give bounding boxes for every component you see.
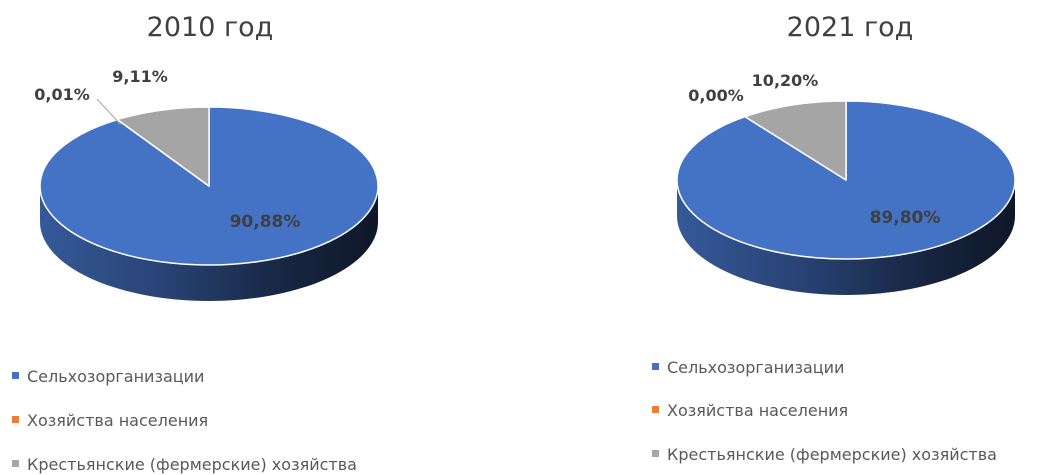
legend-item-farms: Крестьянские (фермерские) хозяйства — [652, 445, 997, 465]
legend-label: Хозяйства населения — [27, 411, 209, 430]
legend-swatch — [12, 372, 19, 379]
legend-swatch — [12, 460, 19, 467]
legend-item-agro-organizations: Сельхозорганизации — [12, 367, 204, 387]
leader-line — [96, 98, 121, 125]
legend-swatch — [652, 363, 659, 370]
pie-side-wall — [40, 186, 378, 301]
chart-title-2010: 2010 год — [146, 12, 274, 43]
legend-swatch — [652, 450, 659, 457]
legend-label: Крестьянские (фермерские) хозяйства — [27, 455, 357, 474]
data-label-хозяйства-населения: 0,01% — [34, 85, 90, 104]
pie-side-wall — [677, 180, 1015, 295]
data-label-крестьянские-фермерские-хозяйства: 10,20% — [752, 71, 819, 90]
legend-item-households: Хозяйства населения — [12, 411, 208, 431]
pie-slice-крестьянские-фермерские-хозяйства — [116, 106, 210, 187]
legend-label: Хозяйства населения — [667, 401, 849, 420]
legend-label: Крестьянские (фермерские) хозяйства — [667, 445, 997, 464]
data-label-хозяйства-населения: 0,00% — [688, 86, 744, 105]
legend-swatch — [12, 416, 19, 423]
data-label-main: 89,80% — [870, 208, 941, 228]
pie-chart-1: 89,80% 0,00% 10,20% — [676, 71, 1016, 295]
legend-swatch — [652, 406, 659, 413]
legend-label: Сельхозорганизации — [667, 358, 845, 377]
data-label-main: 90,88% — [230, 212, 301, 232]
pie-slice-крестьянские-фермерские-хозяйства — [744, 100, 847, 181]
legend-item-farms: Крестьянские (фермерские) хозяйства — [12, 455, 357, 475]
legend-label: Сельхозорганизации — [27, 367, 205, 386]
legend-item-agro-organizations: Сельхозорганизации — [652, 358, 844, 378]
data-label-крестьянские-фермерские-хозяйства: 9,11% — [112, 67, 168, 86]
pie-chart-0: 90,88% 0,01% 9,11% — [34, 67, 379, 301]
legend-item-households: Хозяйства населения — [652, 401, 848, 421]
chart-title-2021: 2021 год — [786, 12, 914, 43]
